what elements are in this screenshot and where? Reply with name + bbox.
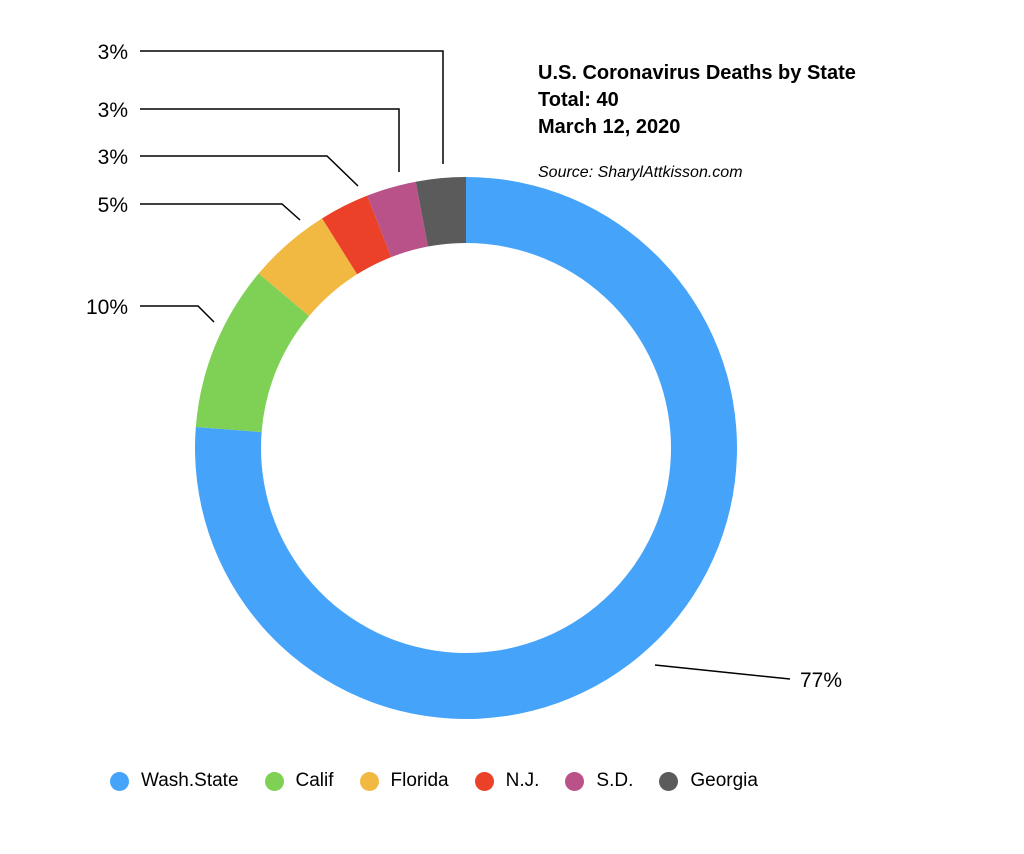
leader-line-s-d [140,108,400,172]
slice-florida [258,218,358,316]
leader-line-calif [140,305,215,323]
leader-line-wash-state [654,664,791,680]
chart-title-block: U.S. Coronavirus Deaths by State Total: … [538,60,856,141]
data-label-wash-state: 77% [800,669,842,692]
legend-label: Florida [390,770,449,791]
legend-item-n-j: N.J. [474,770,540,792]
legend-item-florida: Florida [359,770,449,792]
legend-item-wash-state: Wash.State [110,770,239,792]
data-label-florida: 5% [98,194,128,217]
chart-title: U.S. Coronavirus Deaths by State [538,62,856,84]
chart-date: March 12, 2020 [538,116,681,138]
legend-swatch [659,771,679,791]
leader-line-georgia [140,50,444,164]
legend-swatch [474,771,494,791]
leader-line-n-j [140,155,359,187]
legend-swatch [359,771,379,791]
donut-slices [195,177,737,719]
data-label-calif: 10% [86,296,128,319]
legend-swatch [110,771,129,791]
legend-item-georgia: Georgia [659,770,758,792]
slice-s-d [367,181,428,258]
data-label-s-d: 3% [98,99,128,122]
chart-total: Total: 40 [538,89,619,111]
legend-swatch [565,771,585,791]
legend-item-s-d: S.D. [565,770,633,792]
legend-label: Wash.State [141,770,239,791]
label-leader-lines [140,50,791,680]
slice-calif [195,273,310,433]
chart-source: Source: SharylAttkisson.com [538,164,743,181]
legend-item-calif: Calif [264,770,334,792]
slice-georgia [415,177,466,247]
chart-legend: Wash.State Calif Florida N.J. S.D. Georgia [110,770,784,792]
legend-label: N.J. [505,770,540,791]
legend-label: Calif [295,770,334,791]
data-label-georgia: 3% [98,41,128,64]
data-label-n-j: 3% [98,146,128,169]
legend-swatch [264,771,284,791]
data-labels: 77% 10% 5% 3% 3% 3% [86,41,842,692]
legend-label: Georgia [690,770,758,791]
slice-n-j [322,195,392,275]
legend-label: S.D. [596,770,634,791]
leader-line-florida [140,203,301,221]
